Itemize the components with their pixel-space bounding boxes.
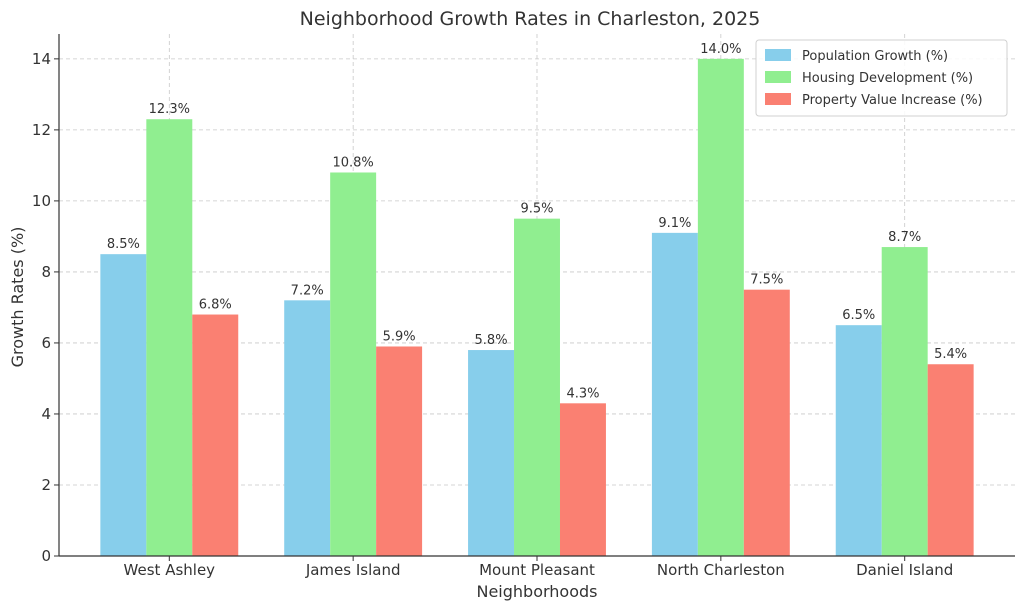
legend-swatch <box>765 71 791 83</box>
legend: Population Growth (%) Housing Development… <box>755 39 1008 117</box>
bar <box>651 232 698 556</box>
legend-swatch <box>765 49 791 61</box>
data-label: 10.8% <box>332 155 373 170</box>
x-tick-label: Mount Pleasant <box>479 561 595 579</box>
legend-box <box>755 39 1008 117</box>
data-label: 6.8% <box>199 298 232 313</box>
data-label: 8.5% <box>107 237 140 252</box>
x-axis-title: Neighborhoods <box>476 582 597 601</box>
data-label: 5.4% <box>934 347 967 362</box>
y-tick-label: 10 <box>32 192 51 210</box>
bar <box>743 289 790 556</box>
data-label: 5.8% <box>475 333 508 348</box>
bar <box>376 346 423 556</box>
data-label: 9.1% <box>658 216 691 231</box>
legend-swatch <box>765 93 791 105</box>
x-tick-label: West Ashley <box>124 561 216 579</box>
y-tick-label: 6 <box>41 334 51 352</box>
chart-title: Neighborhood Growth Rates in Charleston,… <box>300 8 761 30</box>
bar <box>330 172 377 556</box>
y-tick-label: 2 <box>41 476 51 494</box>
bar <box>559 403 606 556</box>
data-label: 5.9% <box>383 329 416 344</box>
bar <box>146 119 193 556</box>
x-tick-label: Daniel Island <box>856 561 953 579</box>
bar <box>881 247 928 556</box>
data-label: 4.3% <box>566 386 599 401</box>
y-axis-title: Growth Rates (%) <box>8 227 27 368</box>
y-tick-label: 8 <box>41 263 51 281</box>
legend-label: Property Value Increase (%) <box>802 93 983 108</box>
data-label: 6.5% <box>842 308 875 323</box>
bar <box>468 350 515 556</box>
axes: 0 2 4 6 8 10 12 14 West Ashley James Island Mount … <box>32 34 1015 579</box>
data-label: 9.5% <box>520 202 553 217</box>
legend-label: Population Growth (%) <box>802 49 948 64</box>
data-label: 7.5% <box>750 273 783 288</box>
bars <box>100 58 974 556</box>
y-tick-label: 14 <box>32 50 51 68</box>
y-tick-label: 4 <box>41 405 51 423</box>
bar <box>100 254 147 556</box>
x-tick-label: James Island <box>305 561 401 579</box>
data-label: 12.3% <box>149 102 190 117</box>
x-tick-label: North Charleston <box>657 561 785 579</box>
bar <box>835 325 882 556</box>
data-labels: 8.5% 7.2% 5.8% 9.1% 6.5% 12.3% 10.8% 9.5% 14.0% 8… <box>107 42 967 401</box>
data-label: 8.7% <box>888 230 921 245</box>
bar <box>697 58 744 556</box>
y-tick-label: 12 <box>32 121 51 139</box>
bar <box>284 300 331 556</box>
y-tick-label: 0 <box>41 547 51 565</box>
data-label: 14.0% <box>700 42 741 57</box>
data-label: 7.2% <box>291 283 324 298</box>
bar <box>927 364 974 556</box>
legend-label: Housing Development (%) <box>802 71 973 86</box>
bar <box>192 314 239 556</box>
bar <box>514 218 560 556</box>
